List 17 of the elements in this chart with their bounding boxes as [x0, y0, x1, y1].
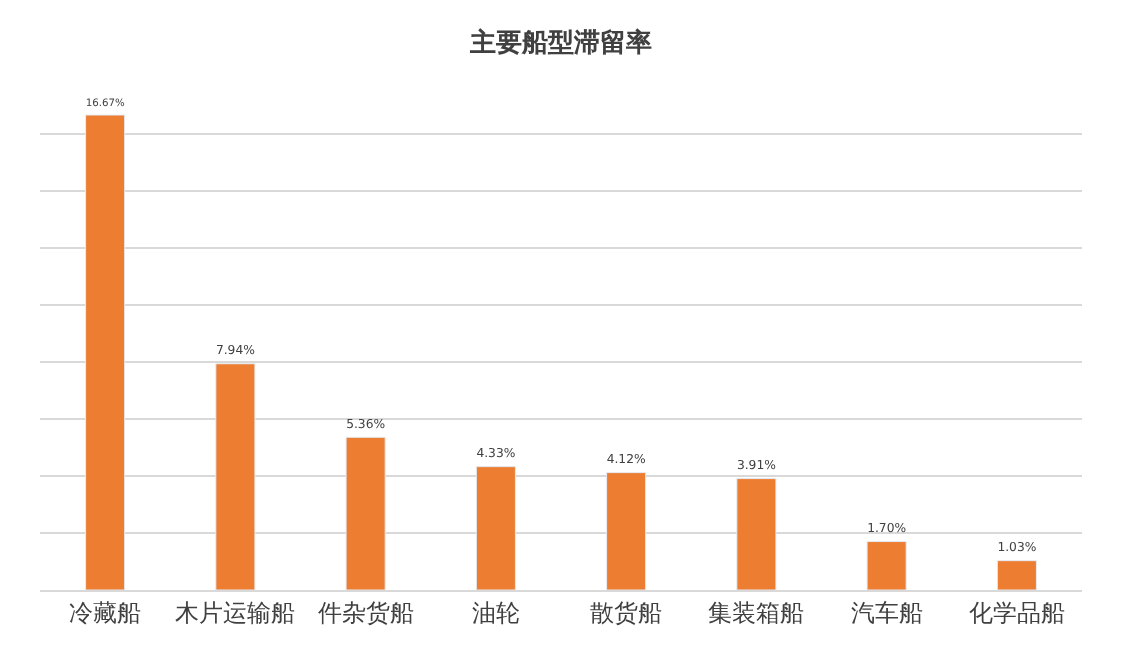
bar — [606, 472, 647, 590]
bar — [736, 478, 777, 590]
x-tick-label: 集装箱船 — [708, 598, 805, 627]
bar — [215, 363, 256, 590]
bar — [345, 436, 386, 590]
x-tick-label: 散货船 — [590, 598, 663, 627]
x-tick-label: 件杂货船 — [317, 598, 414, 627]
x-tick-label: 冷藏船 — [69, 598, 142, 627]
x-tick-label: 木片运输船 — [175, 598, 296, 627]
bar — [866, 541, 907, 590]
bar — [475, 466, 516, 590]
chart-title: 主要船型滞留率 — [468, 27, 652, 60]
bar — [996, 560, 1037, 590]
x-tick-label: 化学品船 — [968, 598, 1065, 627]
x-tick-label: 油轮 — [471, 598, 520, 627]
x-tick-label: 汽车船 — [850, 598, 923, 627]
bar — [85, 114, 126, 590]
